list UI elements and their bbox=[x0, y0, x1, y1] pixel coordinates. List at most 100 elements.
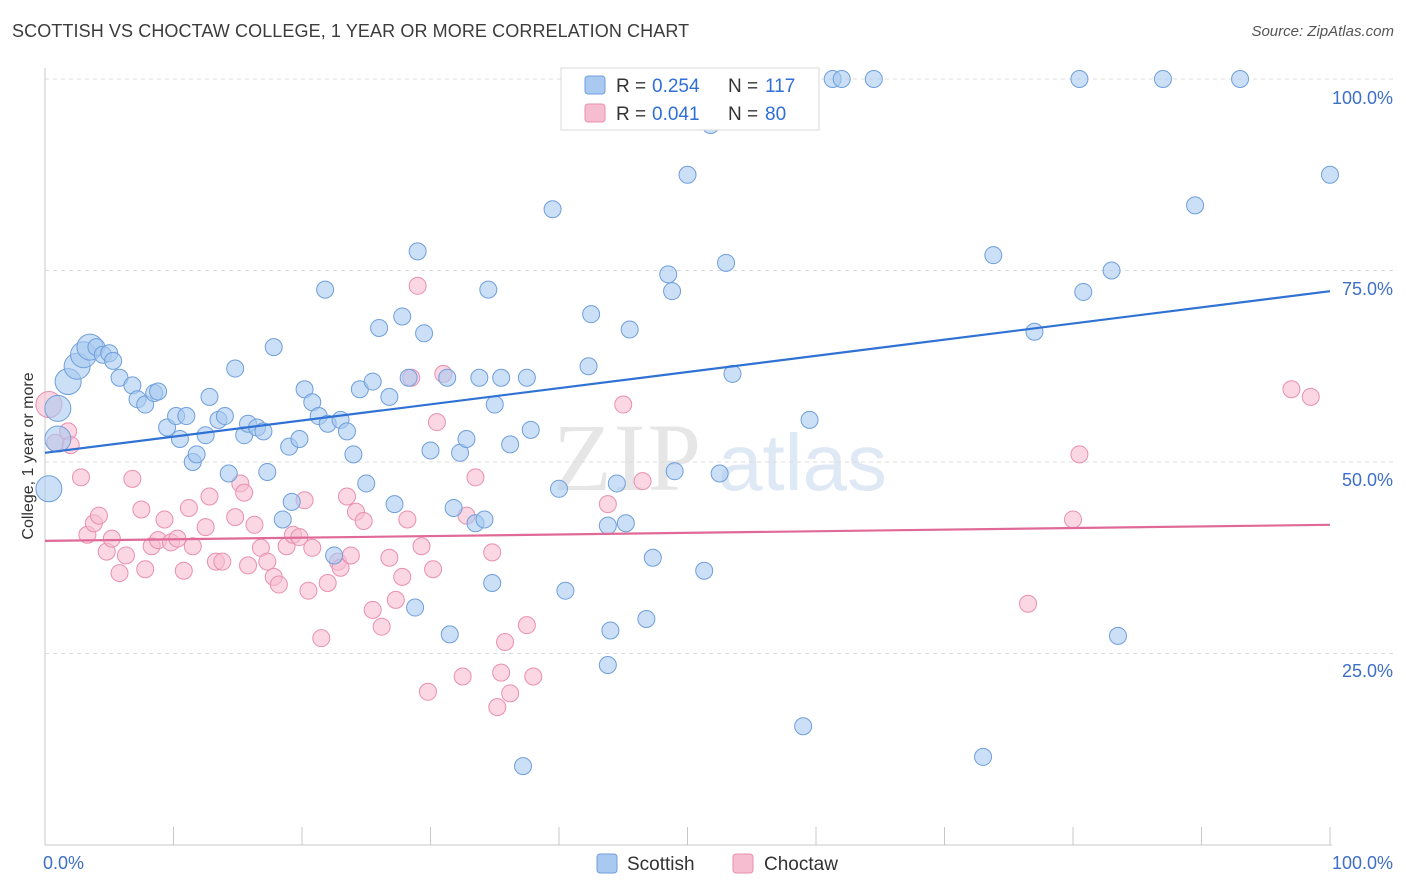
scottish-point-28 bbox=[226, 359, 245, 378]
choctaw-point-49 bbox=[354, 511, 373, 530]
scottish-point-103 bbox=[974, 747, 993, 766]
scottish-point-52 bbox=[380, 387, 399, 406]
scottish-point-60 bbox=[438, 368, 457, 387]
legend-n-label-scottish: N = bbox=[728, 76, 758, 97]
scottish-point-71 bbox=[492, 368, 511, 387]
choctaw-point-73 bbox=[633, 472, 652, 491]
scottish-point-107 bbox=[1074, 282, 1093, 301]
scottish-point-86 bbox=[620, 320, 639, 339]
choctaw-point-61 bbox=[453, 667, 472, 686]
scottish-point-2 bbox=[44, 425, 72, 453]
choctaw-point-63 bbox=[466, 468, 485, 487]
choctaw-point-43 bbox=[318, 574, 337, 593]
bottom-legend-swatch-choctaw bbox=[732, 853, 754, 874]
choctaw-point-21 bbox=[179, 498, 198, 517]
scottish-point-53 bbox=[385, 495, 404, 514]
scottish-point-0 bbox=[35, 475, 63, 503]
scottish-point-82 bbox=[598, 516, 617, 535]
bottom-legend: Scottish Choctaw bbox=[596, 853, 838, 875]
scottish-point-23 bbox=[196, 426, 215, 445]
choctaw-point-31 bbox=[245, 515, 264, 534]
scottish-point-42 bbox=[316, 280, 335, 299]
x-tick-label-max: 100.0% bbox=[1332, 853, 1393, 873]
choctaw-point-4 bbox=[71, 468, 90, 487]
scottish-point-104 bbox=[984, 246, 1003, 265]
y-axis-title: College, 1 year or more bbox=[20, 372, 37, 539]
choctaw-point-42 bbox=[312, 629, 331, 648]
choctaw-point-53 bbox=[386, 590, 405, 609]
choctaw-trend-line bbox=[44, 523, 1331, 542]
scottish-point-80 bbox=[579, 357, 598, 376]
choctaw-point-35 bbox=[269, 575, 288, 594]
scottish-point-59 bbox=[421, 441, 440, 460]
choctaw-point-17 bbox=[155, 510, 174, 529]
scottish-point-96 bbox=[717, 253, 736, 272]
choctaw-point-76 bbox=[1070, 445, 1089, 464]
choctaw-point-27 bbox=[226, 508, 245, 527]
scottish-point-51 bbox=[370, 318, 389, 337]
scottish-point-1 bbox=[44, 394, 72, 422]
choctaw-point-47 bbox=[341, 546, 360, 565]
scottish-point-83 bbox=[601, 621, 620, 640]
choctaw-point-72 bbox=[614, 395, 633, 414]
legend-n-value-scottish: 117 bbox=[765, 76, 795, 97]
scottish-point-10 bbox=[104, 351, 123, 370]
choctaw-point-24 bbox=[200, 487, 219, 506]
scottish-point-19 bbox=[170, 430, 189, 449]
scottish-point-84 bbox=[607, 474, 626, 493]
choctaw-point-58 bbox=[418, 682, 437, 701]
scottish-point-24 bbox=[200, 387, 219, 406]
legend-n-label-choctaw: N = bbox=[728, 104, 758, 125]
scottish-point-102 bbox=[864, 70, 883, 88]
choctaw-point-68 bbox=[501, 684, 520, 703]
watermark-atlas: atlas bbox=[718, 418, 887, 507]
scottish-point-37 bbox=[282, 492, 301, 511]
scottish-point-111 bbox=[1186, 196, 1205, 215]
bottom-legend-label-scottish: Scottish bbox=[627, 854, 695, 875]
legend-swatch-scottish bbox=[584, 75, 606, 95]
scottish-point-101 bbox=[832, 70, 851, 88]
choctaw-point-23 bbox=[196, 518, 215, 537]
scottish-point-55 bbox=[399, 368, 418, 387]
scottish-point-98 bbox=[794, 717, 813, 736]
choctaw-point-51 bbox=[372, 617, 391, 636]
scottish-point-70 bbox=[485, 395, 504, 414]
scottish-point-113 bbox=[1321, 165, 1339, 184]
scottish-point-95 bbox=[710, 464, 729, 483]
choctaw-point-14 bbox=[136, 560, 155, 579]
choctaw-point-29 bbox=[235, 483, 254, 502]
choctaw-point-20 bbox=[174, 561, 193, 580]
scottish-point-73 bbox=[514, 757, 533, 776]
trend-lines bbox=[44, 290, 1331, 542]
choctaw-point-74 bbox=[1019, 594, 1038, 613]
scottish-trend-line bbox=[44, 290, 1331, 454]
choctaw-point-55 bbox=[398, 510, 417, 529]
scottish-point-87 bbox=[637, 610, 656, 629]
choctaw-point-7 bbox=[89, 506, 108, 525]
scottish-point-50 bbox=[363, 372, 382, 391]
choctaw-point-66 bbox=[492, 663, 511, 682]
axes bbox=[44, 68, 1332, 846]
x-tick-label-min: 0.0% bbox=[43, 853, 84, 873]
choctaw-point-64 bbox=[483, 543, 502, 562]
scottish-point-44 bbox=[325, 546, 344, 565]
y-tick-label-75: 75.0% bbox=[1342, 279, 1393, 299]
scottish-point-64 bbox=[457, 430, 476, 449]
source-label: Source: ZipAtlas.com bbox=[1251, 23, 1394, 40]
scottish-point-74 bbox=[517, 368, 536, 387]
scottish-point-75 bbox=[521, 420, 540, 439]
scottish-point-26 bbox=[215, 407, 234, 426]
y-tick-label-25: 25.0% bbox=[1342, 661, 1393, 681]
scottish-point-110 bbox=[1153, 70, 1172, 88]
choctaw-point-10 bbox=[110, 564, 129, 583]
choctaw-point-22 bbox=[183, 537, 202, 556]
scottish-point-91 bbox=[665, 462, 684, 481]
scottish-point-61 bbox=[440, 625, 459, 644]
choctaw-point-59 bbox=[424, 560, 443, 579]
choctaw-point-41 bbox=[303, 538, 322, 557]
chart-title: SCOTTISH VS CHOCTAW COLLEGE, 1 YEAR OR M… bbox=[12, 21, 690, 41]
scottish-point-99 bbox=[800, 410, 819, 429]
scottish-point-35 bbox=[273, 510, 292, 529]
scottish-point-109 bbox=[1108, 626, 1127, 645]
legend-r-value-choctaw: 0.041 bbox=[652, 104, 700, 125]
